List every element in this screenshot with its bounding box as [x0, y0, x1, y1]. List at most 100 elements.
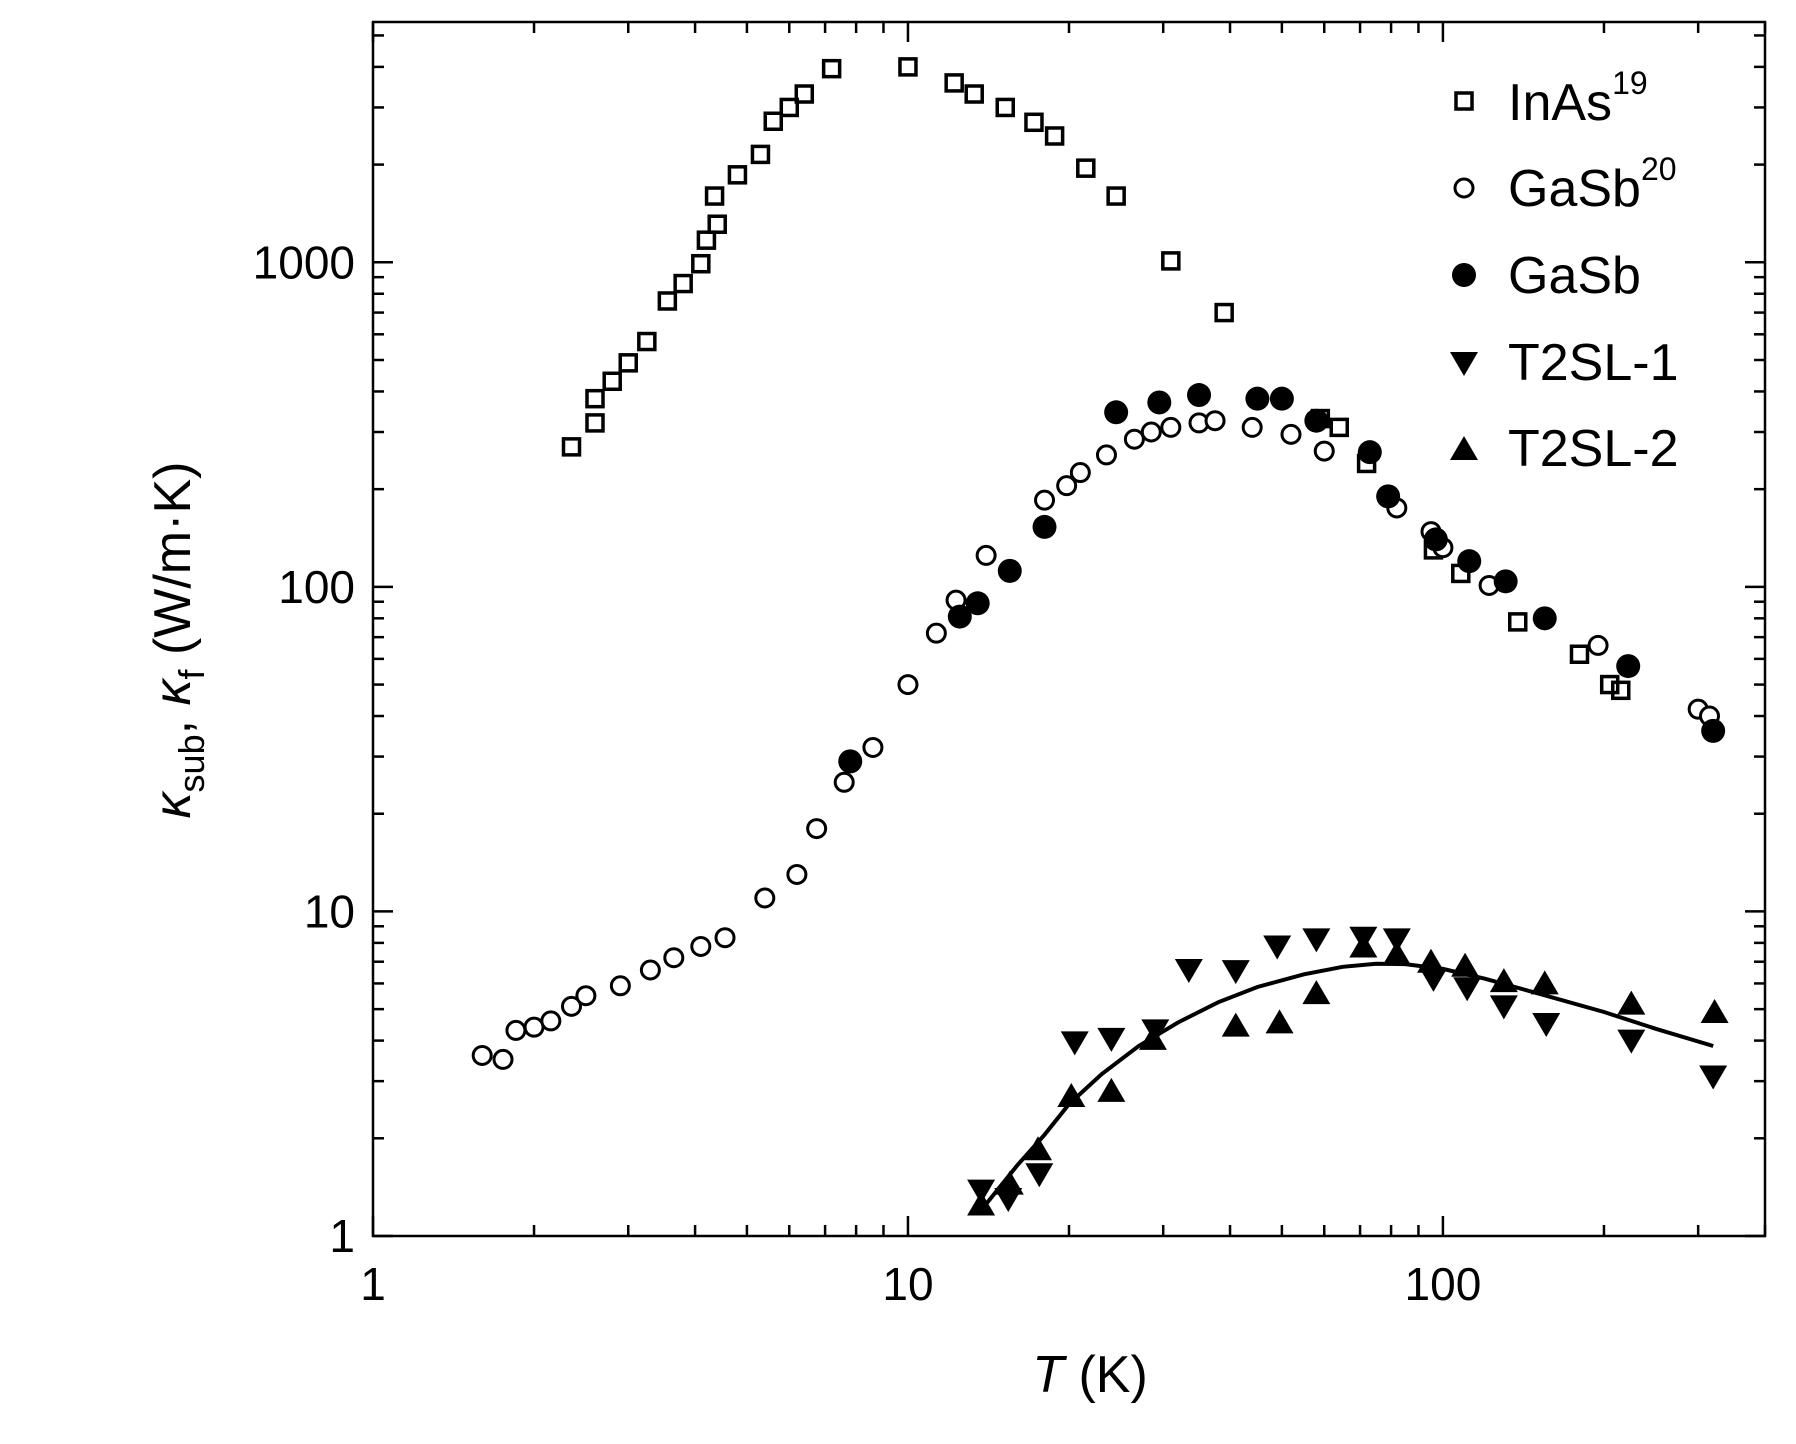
legend-label-gasb: GaSb [1508, 247, 1641, 305]
gasb-ref-point [1204, 410, 1226, 432]
gasb-ref-point [523, 1016, 545, 1038]
gasb-point [997, 558, 1022, 583]
t2sl-2-point [1489, 968, 1518, 993]
inas-point [1044, 126, 1065, 146]
t2sl-1-point [1025, 1163, 1054, 1188]
legend-label-inas-ref: 19 [1612, 65, 1648, 101]
t2sl-1-point [1221, 960, 1250, 985]
gasb-ref-point [471, 1044, 493, 1066]
t2sl-1-point [1532, 1012, 1561, 1037]
gasb-point [1423, 527, 1448, 552]
x-tick-label: 100 [1405, 1258, 1482, 1310]
t2sl-2-point [1451, 952, 1480, 977]
t2sl-2-point [1138, 1025, 1167, 1050]
t2sl-2-point [1057, 1082, 1086, 1107]
gasb-ref-point [806, 818, 828, 840]
inas-point [1611, 680, 1631, 701]
gasb-ref-point [1095, 444, 1117, 466]
legend-label-t2sl-2: T2SL-2 [1508, 420, 1679, 478]
legend-marker-gasb-ref [1453, 177, 1475, 199]
gasb-ref-point [1241, 416, 1263, 438]
gasb-point [838, 749, 863, 774]
gasb-point [1457, 549, 1482, 574]
inas-point [707, 214, 727, 234]
y-tick-label: 1 [329, 1210, 355, 1262]
gasb-ref-point [492, 1048, 514, 1070]
legend-label-inas-name: InAs [1508, 74, 1612, 132]
t2sl-1-point [1097, 1027, 1126, 1052]
inas-point [995, 97, 1015, 118]
inas-point [1329, 417, 1349, 438]
inas-point [779, 97, 800, 118]
gasb-ref-point [975, 544, 997, 566]
y-axis-separator: , [144, 706, 202, 735]
y-tick-label: 1000 [253, 236, 355, 288]
gasb-ref-point [754, 887, 776, 909]
gasb-point [1376, 484, 1401, 509]
t2sl-1-point [1302, 928, 1331, 953]
gasb-ref-point [1069, 462, 1091, 484]
x-axis-symbol: T [1032, 1346, 1067, 1404]
gasb-ref-point [925, 622, 947, 644]
t2sl-1-point [1419, 967, 1448, 992]
gasb-point [1032, 514, 1057, 539]
gasb-ref-point [540, 1010, 562, 1032]
gasb-ref-point [609, 975, 631, 997]
inas-point [696, 230, 717, 250]
inas-point [602, 371, 622, 392]
t2sl-1-point [1617, 1029, 1646, 1054]
legend-label-gasb-ref-ref: 20 [1641, 151, 1677, 187]
gasb-ref-point [1056, 475, 1078, 497]
inas-point [637, 331, 657, 352]
t2sl-1-point [1060, 1031, 1089, 1056]
t2sl-1-point [1699, 1065, 1728, 1090]
t2sl-2-point [1221, 1012, 1250, 1037]
t2sl-2-point [1700, 998, 1729, 1023]
gasb-ref-point [690, 935, 712, 957]
x-tick-label: 10 [882, 1258, 933, 1310]
t2sl-2-point [1530, 970, 1559, 995]
inas-point [964, 84, 984, 104]
inas-point [618, 353, 638, 373]
gasb-point [1269, 386, 1294, 411]
gasb-ref-point [575, 985, 597, 1007]
gasb-point [1245, 386, 1270, 411]
x-axis-unit: (K) [1064, 1346, 1148, 1404]
gasb-ref-point [639, 959, 661, 981]
gasb-ref-point [833, 771, 855, 793]
gasb-ref-point [897, 674, 919, 696]
inas-point [763, 111, 784, 132]
inas-point [944, 73, 964, 93]
inas-point [1076, 158, 1096, 178]
gasb-ref-point [505, 1019, 527, 1041]
inas-point [1024, 112, 1044, 133]
inas-point [1161, 251, 1181, 271]
t2sl-1-point [1263, 935, 1292, 960]
t2sl-1-point [1382, 928, 1411, 953]
t2sl-2-point [1617, 990, 1646, 1015]
gasb-ref-point [714, 927, 736, 949]
t2sl-2-point [1417, 948, 1446, 973]
inas-point [1214, 302, 1234, 323]
inas-point [821, 58, 842, 79]
inas-point [704, 186, 725, 206]
inas-point [561, 437, 582, 457]
gasb-point [1532, 606, 1557, 631]
inas-point [585, 413, 605, 433]
y-tick-label: 100 [278, 561, 355, 613]
t2sl-2-point [1265, 1009, 1294, 1034]
legend-label-gasb-ref: GaSb20 [1508, 151, 1677, 218]
inas-point [1569, 644, 1590, 664]
legend-marker-t2sl-1 [1450, 352, 1478, 376]
inas-point [1599, 674, 1620, 695]
gasb-point [1357, 440, 1382, 465]
y-tick-label: 10 [304, 885, 355, 937]
gasb-point [1187, 383, 1212, 408]
gasb-ref-point [663, 947, 685, 969]
gasb-point [965, 591, 990, 616]
gasb-ref-point [1587, 634, 1609, 656]
y-axis-kappa-sub: κ [144, 789, 202, 818]
fit-curve [979, 961, 1714, 1212]
inas-point [727, 165, 748, 185]
inas-point [657, 291, 678, 311]
